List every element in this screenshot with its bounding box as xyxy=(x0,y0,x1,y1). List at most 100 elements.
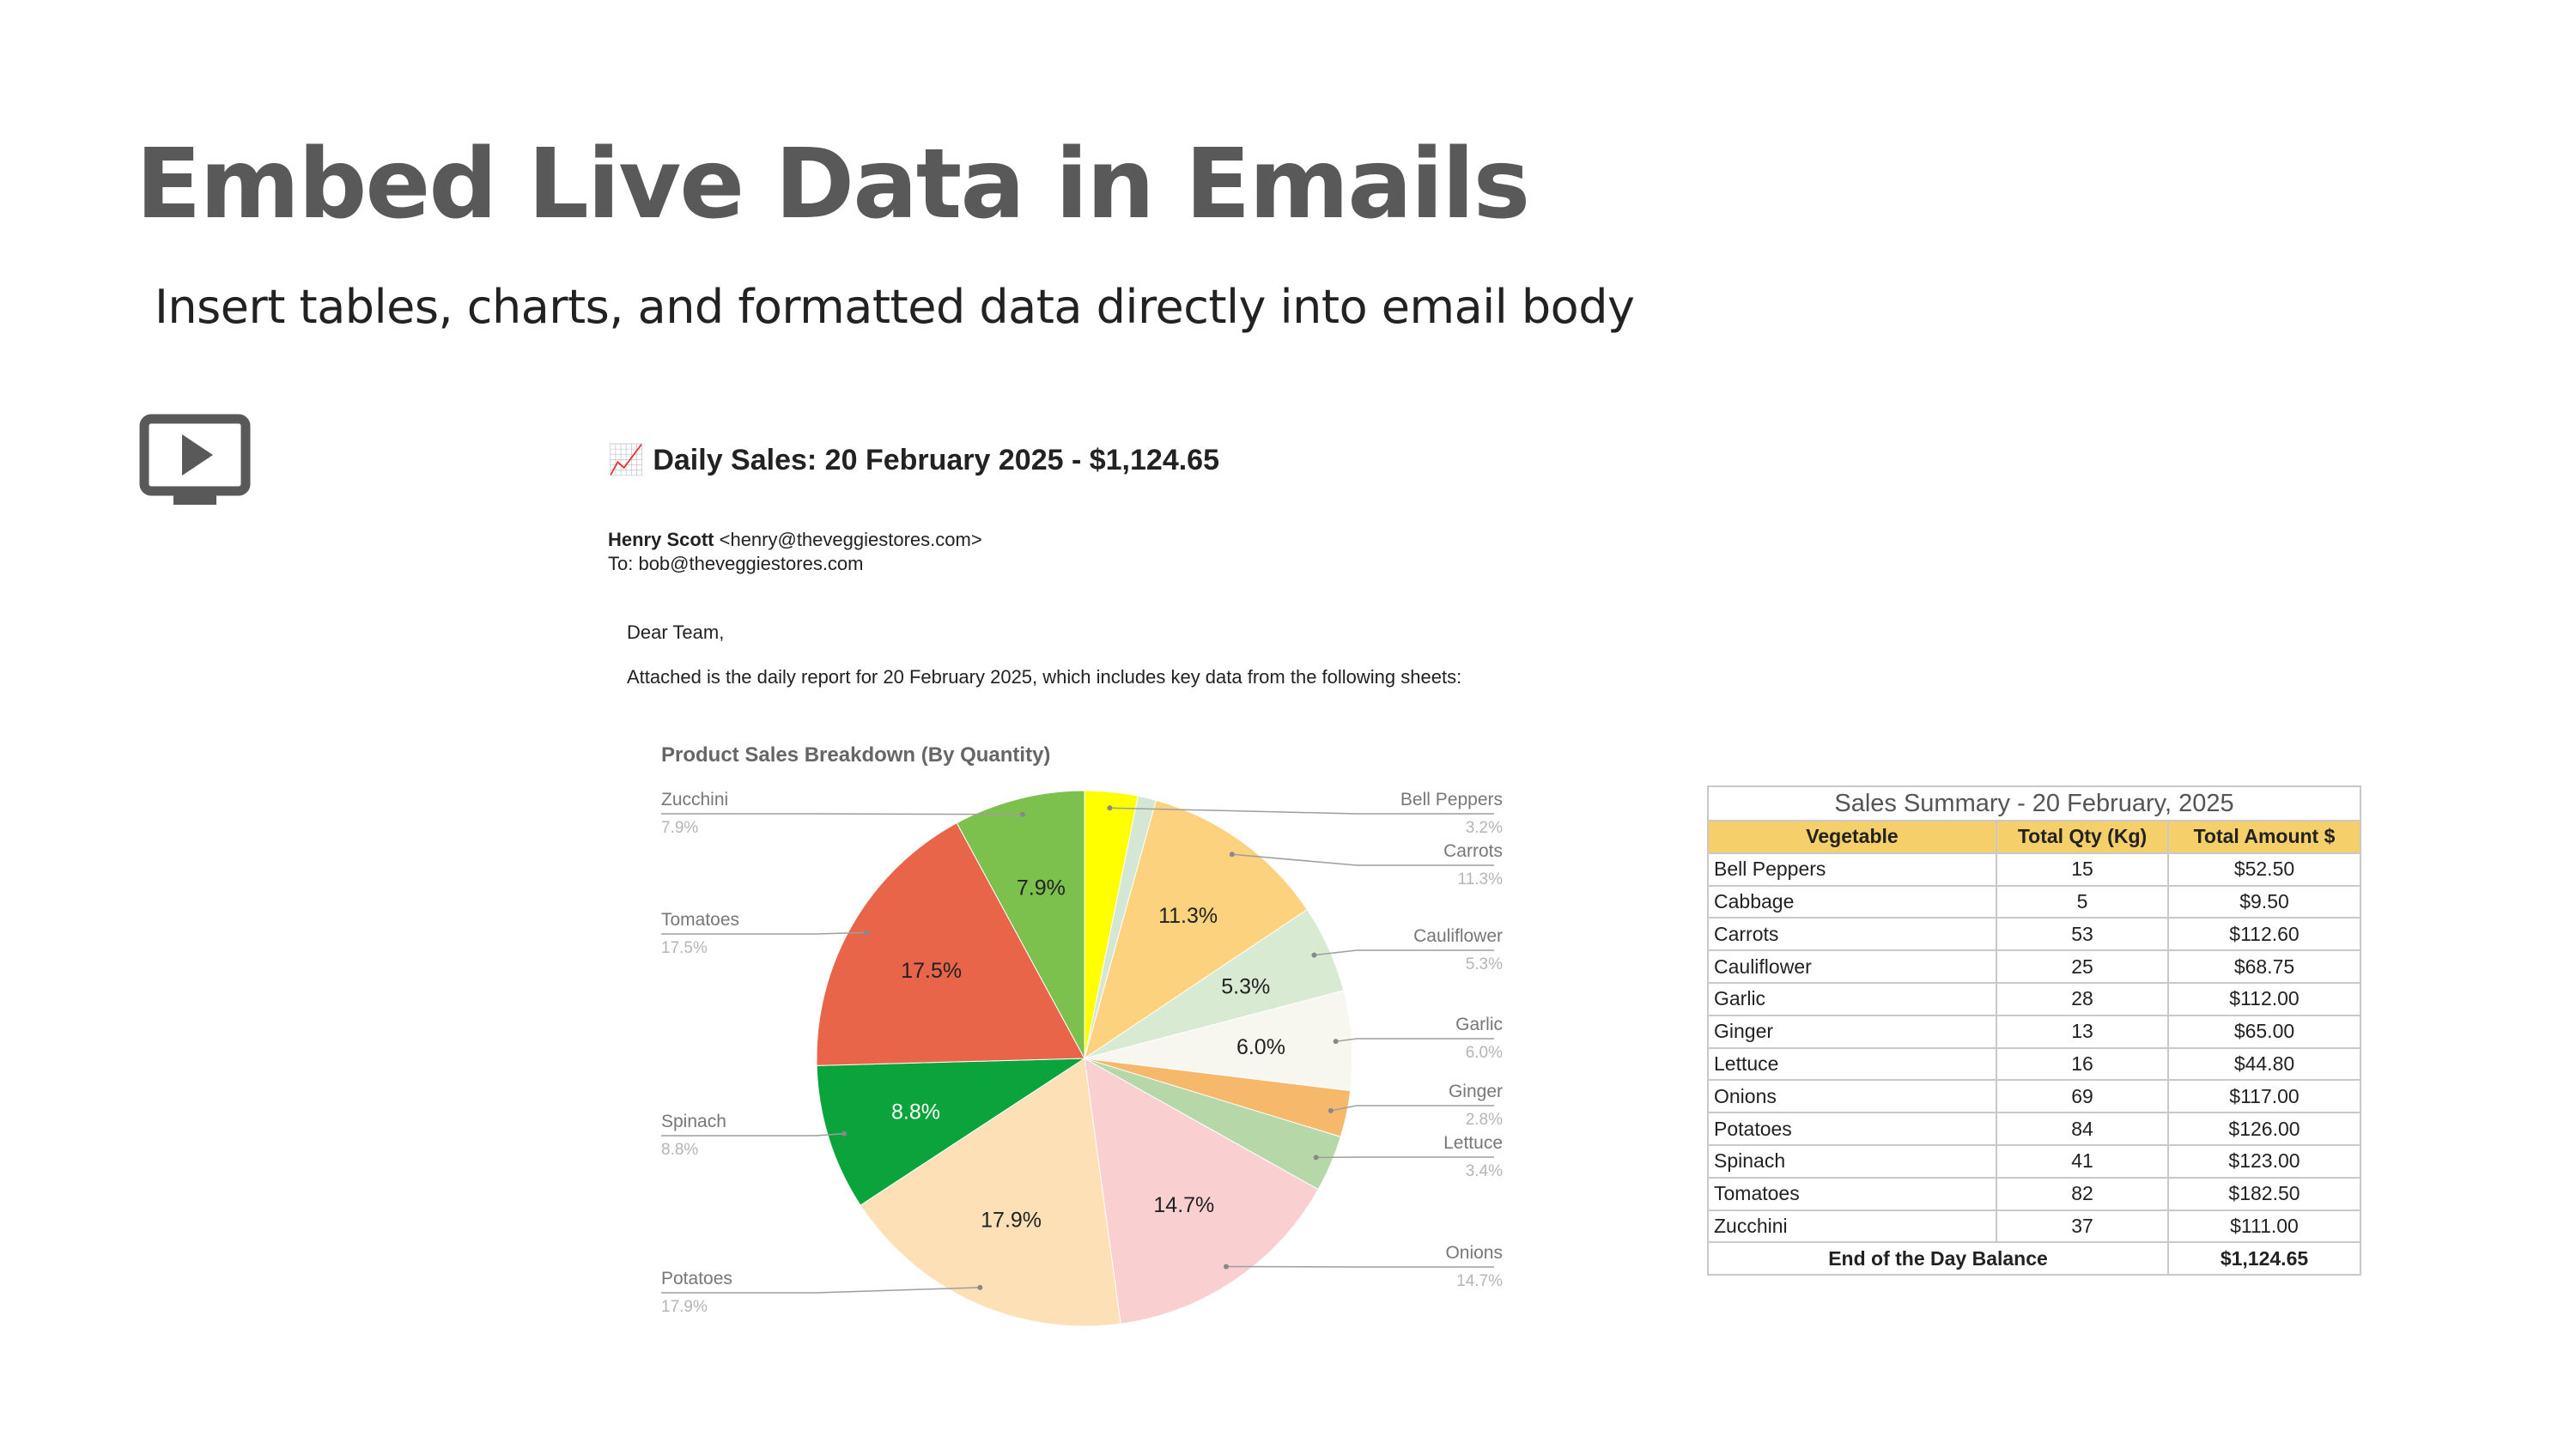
pie-slice-potatoes xyxy=(860,1058,1121,1327)
table-cell: Potatoes xyxy=(1707,1112,1997,1146)
column-header: Total Qty (Kg) xyxy=(1996,820,2169,854)
table-cell: $111.00 xyxy=(2167,1209,2361,1244)
pie-slice-tomatoes xyxy=(816,822,1085,1066)
pie-slice-spinach xyxy=(816,1058,1086,1206)
leader-line xyxy=(661,931,867,935)
table-cell: 28 xyxy=(1996,981,2169,1016)
slice-name-label: Bell Peppers xyxy=(1400,790,1503,809)
table-row: Ginger 13 $65.00 xyxy=(1707,1014,2361,1049)
table-cell: 84 xyxy=(1996,1112,2169,1146)
table-row: Lettuce 16 $44.80 xyxy=(1707,1046,2361,1082)
table-cell: 13 xyxy=(1996,1014,2169,1049)
table-cell: Carrots xyxy=(1707,917,1997,952)
email-greeting: Dear Team, xyxy=(627,621,725,643)
table-cell: $9.50 xyxy=(2167,884,2361,919)
leader-dot xyxy=(864,930,870,936)
sales-summary-table: Sales Summary - 20 February, 2025 Vegeta… xyxy=(1707,785,2361,1276)
leader-line xyxy=(1330,1105,1494,1112)
slice-percent-label: 7.9% xyxy=(661,819,698,837)
table-row: Potatoes 84 $126.00 xyxy=(1707,1112,2361,1146)
slice-value-label: 11.3% xyxy=(1158,904,1218,928)
leader-line xyxy=(1335,1038,1494,1042)
table-cell: $123.00 xyxy=(2167,1143,2361,1179)
leader-line xyxy=(1109,807,1494,815)
table-cell: Tomatoes xyxy=(1707,1176,1997,1211)
table-cell: 25 xyxy=(1996,949,2169,984)
leader-dot xyxy=(1311,952,1317,958)
table-cell: $126.00 xyxy=(2167,1112,2361,1146)
table-cell: 37 xyxy=(1996,1209,2169,1244)
table-row: Onions 69 $117.00 xyxy=(1707,1079,2361,1114)
slice-percent-label: 3.2% xyxy=(1466,819,1503,837)
table-row: Cauliflower 25 $68.75 xyxy=(1707,949,2361,984)
email-sender: Henry Scott <henry@theveggiestores.com> xyxy=(608,529,982,551)
leader-line xyxy=(661,813,1023,815)
table-cell: 41 xyxy=(1996,1143,2169,1179)
column-header: Vegetable xyxy=(1707,820,1997,854)
pie-chart: Product Sales Breakdown (By Quantity) 11… xyxy=(661,743,1503,1327)
leader-dot xyxy=(1229,852,1235,858)
slice-percent-label: 6.0% xyxy=(1466,1044,1503,1062)
slice-name-label: Tomatoes xyxy=(661,910,739,930)
slice-percent-label: 8.8% xyxy=(661,1141,698,1159)
slice-value-label: 8.8% xyxy=(891,1100,940,1125)
leader-line xyxy=(661,1132,845,1137)
leader-dot xyxy=(1223,1264,1229,1270)
leader-dot xyxy=(1107,805,1113,811)
balance-total: $1,124.65 xyxy=(2167,1241,2361,1276)
leader-dot xyxy=(1333,1039,1339,1045)
table-cell: $112.00 xyxy=(2167,981,2361,1016)
slice-name-label: Onions xyxy=(1445,1243,1503,1263)
table-cell: $182.50 xyxy=(2167,1176,2361,1211)
table-cell: 5 xyxy=(1996,884,2169,919)
leader-dot xyxy=(1327,1107,1334,1113)
slice-name-label: Cauliflower xyxy=(1413,926,1503,946)
table-cell: $52.50 xyxy=(2167,852,2361,887)
slice-percent-label: 17.5% xyxy=(661,939,708,957)
table-cell: 82 xyxy=(1996,1176,2169,1211)
table-cell: $112.60 xyxy=(2167,917,2361,952)
table-cell: Ginger xyxy=(1707,1014,1997,1049)
slide-subtitle: Insert tables, charts, and formatted dat… xyxy=(155,280,1635,334)
table-cell: 16 xyxy=(1996,1046,2169,1082)
slide-title: Embed Live Data in Emails xyxy=(136,129,1530,240)
table-cell: 69 xyxy=(1996,1079,2169,1114)
slice-value-label: 17.5% xyxy=(901,959,962,983)
table-cell: $44.80 xyxy=(2167,1046,2361,1082)
table-cell: $68.75 xyxy=(2167,949,2361,984)
leader-line xyxy=(661,1287,981,1294)
table-cell: Garlic xyxy=(1707,981,1997,1016)
column-header: Total Amount $ xyxy=(2167,820,2361,854)
table-cell: 53 xyxy=(1996,917,2169,952)
table-title-row: Sales Summary - 20 February, 2025 xyxy=(1707,785,2361,822)
table-cell: Lettuce xyxy=(1707,1046,1997,1082)
leader-dot xyxy=(1019,811,1025,817)
email-subject-text: Daily Sales: 20 February 2025 - $1,124.6… xyxy=(653,444,1219,476)
email-intro: Attached is the daily report for 20 Febr… xyxy=(627,666,1462,688)
slice-name-label: Lettuce xyxy=(1443,1133,1503,1153)
slice-name-label: Potatoes xyxy=(661,1269,732,1288)
table-cell: 15 xyxy=(1996,852,2169,887)
table-row: Cabbage 5 $9.50 xyxy=(1707,884,2361,919)
balance-label: End of the Day Balance xyxy=(1707,1241,2169,1276)
slice-percent-label: 5.3% xyxy=(1466,955,1503,973)
table-header-row: Vegetable Total Qty (Kg) Total Amount $ xyxy=(1707,820,2361,854)
email-subject: 📈 Daily Sales: 20 February 2025 - $1,124.… xyxy=(608,443,1219,477)
table-cell: $65.00 xyxy=(2167,1014,2361,1049)
slice-value-label: 17.9% xyxy=(981,1208,1042,1232)
sender-name: Henry Scott xyxy=(608,529,714,550)
pie-slice-zucchini xyxy=(956,790,1085,1059)
play-icon[interactable] xyxy=(139,414,251,510)
chart-increasing-icon: 📈 xyxy=(608,443,645,477)
table-cell: Zucchini xyxy=(1707,1209,1997,1244)
slice-name-label: Garlic xyxy=(1455,1015,1503,1034)
table-cell: $117.00 xyxy=(2167,1079,2361,1114)
slice-name-label: Spinach xyxy=(661,1112,726,1131)
table-cell: Bell Peppers xyxy=(1707,852,1997,887)
table-row: Bell Peppers 15 $52.50 xyxy=(1707,852,2361,887)
slice-percent-label: 17.9% xyxy=(661,1298,708,1316)
slice-value-label: 7.9% xyxy=(1017,876,1066,900)
slice-percent-label: 2.8% xyxy=(1466,1111,1503,1129)
sender-email[interactable]: <henry@theveggiestores.com> xyxy=(719,529,982,550)
pie-slice-carrots xyxy=(1084,799,1309,1060)
